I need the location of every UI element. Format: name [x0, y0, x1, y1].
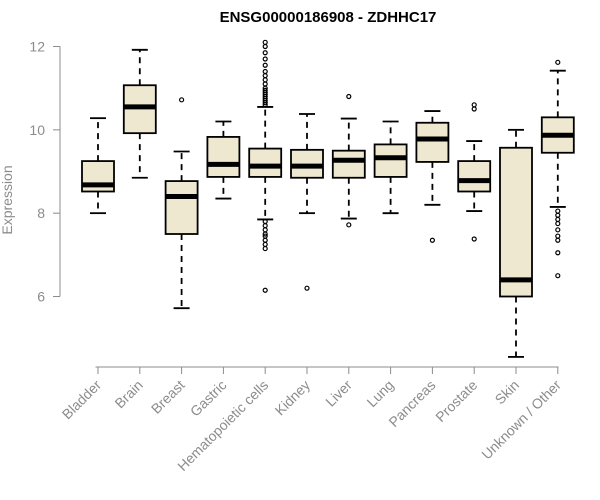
y-tick-label: 8 [37, 205, 45, 221]
outlier-point [555, 227, 561, 233]
x-tick-label: Skin [492, 377, 523, 408]
outlier-point [555, 220, 561, 227]
x-tick-label: Brain [111, 377, 145, 411]
outlier-point [262, 73, 268, 79]
outlier-point [346, 93, 352, 100]
outlier-point [304, 285, 310, 291]
outlier-point [429, 237, 435, 243]
outlier-point [555, 216, 561, 223]
box-group [499, 128, 533, 358]
box [248, 147, 283, 178]
outlier-point [262, 223, 268, 229]
box-group [81, 117, 115, 215]
outlier-point [262, 227, 268, 233]
y-tick-label: 12 [29, 39, 45, 55]
box-group [373, 120, 408, 215]
outlier-point [262, 39, 268, 45]
y-axis-label: Expression [0, 165, 15, 234]
outlier-point [555, 250, 561, 256]
outlier-point [555, 208, 561, 214]
box-group [248, 39, 283, 293]
outlier-point [262, 237, 268, 243]
x-tick-label: Lung [363, 377, 396, 410]
outlier-point [471, 106, 477, 112]
outlier-point [262, 245, 268, 252]
outlier-point [471, 236, 477, 242]
outlier-point [262, 68, 268, 75]
chart-title: ENSG00000186908 - ZDHHC17 [220, 9, 437, 26]
outlier-point [262, 241, 268, 248]
x-tick-label: Unknown / Other [478, 377, 564, 463]
box-group [164, 97, 199, 310]
outlier-point [262, 43, 268, 50]
outlier-point [262, 81, 268, 87]
box-group [415, 110, 450, 243]
outlier-point [346, 222, 352, 228]
box [373, 143, 408, 178]
box-group [457, 102, 492, 242]
box-group [540, 59, 575, 279]
x-tick-label: Liver [322, 377, 355, 410]
outlier-point [262, 50, 268, 56]
box [499, 146, 533, 298]
box-group [122, 48, 157, 179]
box-group [331, 93, 366, 228]
box [331, 149, 366, 179]
outlier-point [262, 231, 268, 237]
y-tick-label: 10 [29, 122, 45, 138]
box-group [290, 113, 324, 291]
box-group [206, 120, 241, 200]
outlier-point [262, 100, 268, 106]
x-tick-label: Breast [148, 377, 188, 417]
box [206, 136, 241, 178]
outlier-point [262, 77, 268, 83]
x-tick-label: Prostate [432, 377, 480, 425]
y-tick-label: 6 [37, 289, 45, 305]
plot-area [81, 39, 575, 358]
outlier-point [555, 237, 561, 243]
outlier-point [179, 97, 185, 103]
outlier-point [262, 62, 268, 68]
x-tick-label: Kidney [272, 377, 314, 419]
outlier-point [555, 233, 561, 239]
outlier-point [555, 59, 561, 65]
outlier-point [555, 273, 561, 279]
outlier-point [262, 102, 268, 108]
outlier-point [471, 102, 477, 108]
box [457, 160, 492, 193]
outlier-point [262, 287, 268, 293]
box [164, 180, 199, 235]
outlier-point [262, 56, 268, 62]
x-tick-label: Bladder [59, 377, 105, 423]
box [415, 121, 450, 163]
y-ticks: 6 8 10 12 [29, 39, 60, 305]
outlier-point [555, 212, 561, 218]
